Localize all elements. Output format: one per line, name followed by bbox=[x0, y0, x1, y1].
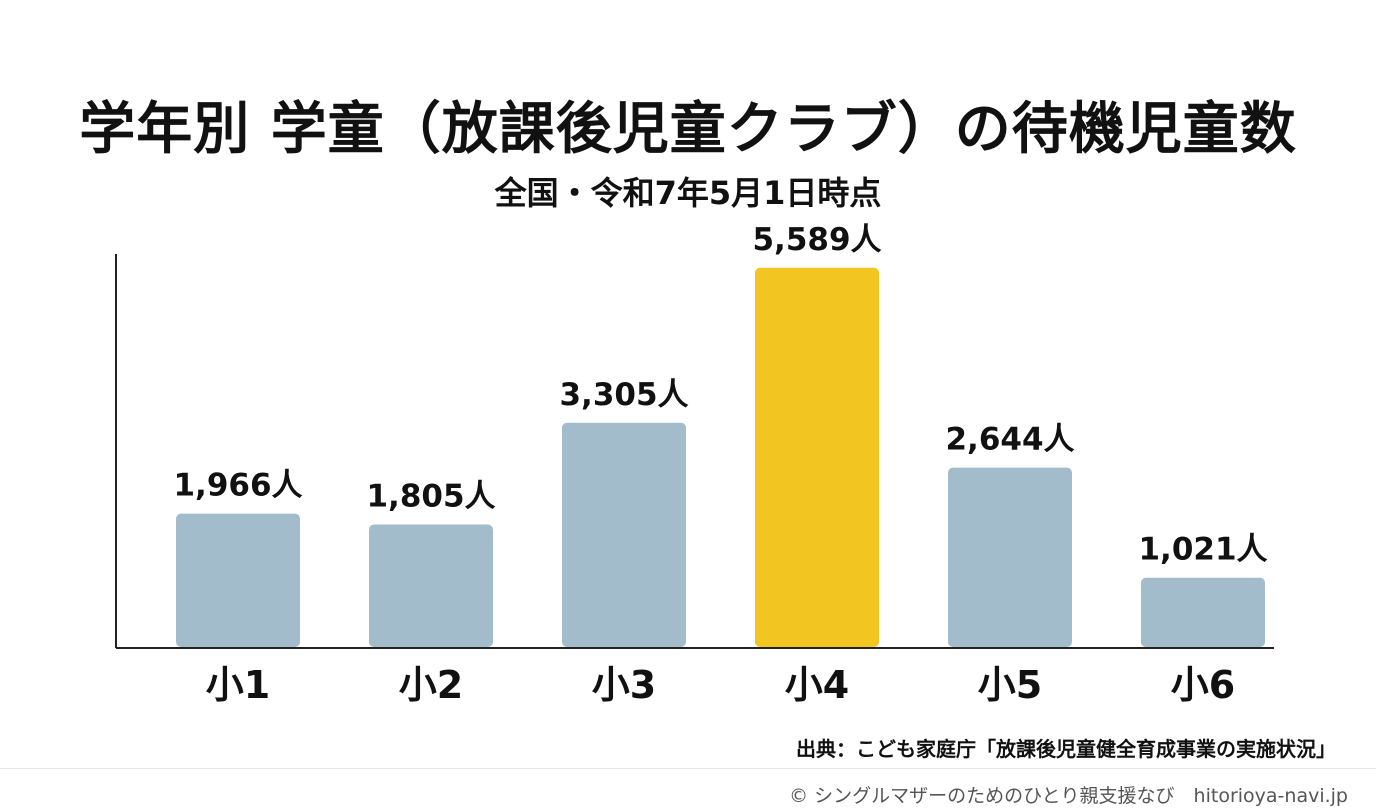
source-note: 出典：こども家庭庁「放課後児童健全育成事業の実施状況」 bbox=[796, 737, 1336, 761]
copyright-footer: © シングルマザーのためのひとり親支援なび hitorioya-navi.jp bbox=[789, 785, 1348, 807]
value-label-1: 1,966人 bbox=[173, 468, 302, 504]
bar-3 bbox=[562, 422, 686, 647]
footer-divider bbox=[0, 768, 1376, 769]
bar-5 bbox=[948, 467, 1072, 647]
category-label-1: 小1 bbox=[206, 663, 270, 707]
chart-title: 学年別 学童（放課後児童クラブ）の待機児童数 bbox=[79, 97, 1297, 162]
value-label-3: 3,305人 bbox=[559, 377, 688, 413]
value-label-2: 1,805人 bbox=[366, 479, 495, 515]
chart-subtitle: 全国・令和7年5月1日時点 bbox=[494, 174, 882, 212]
bar-1 bbox=[176, 513, 300, 647]
category-label-3: 小3 bbox=[592, 663, 656, 707]
category-label-4: 小4 bbox=[785, 663, 849, 707]
bar-4 bbox=[755, 267, 879, 647]
value-label-6: 1,021人 bbox=[1138, 532, 1267, 568]
value-label-5: 2,644人 bbox=[945, 422, 1074, 458]
category-label-2: 小2 bbox=[399, 663, 463, 707]
value-label-4: 5,589人 bbox=[752, 222, 881, 258]
category-label-6: 小6 bbox=[1171, 663, 1235, 707]
bar-2 bbox=[369, 524, 493, 647]
bar-6 bbox=[1141, 577, 1265, 647]
category-label-5: 小5 bbox=[978, 663, 1042, 707]
